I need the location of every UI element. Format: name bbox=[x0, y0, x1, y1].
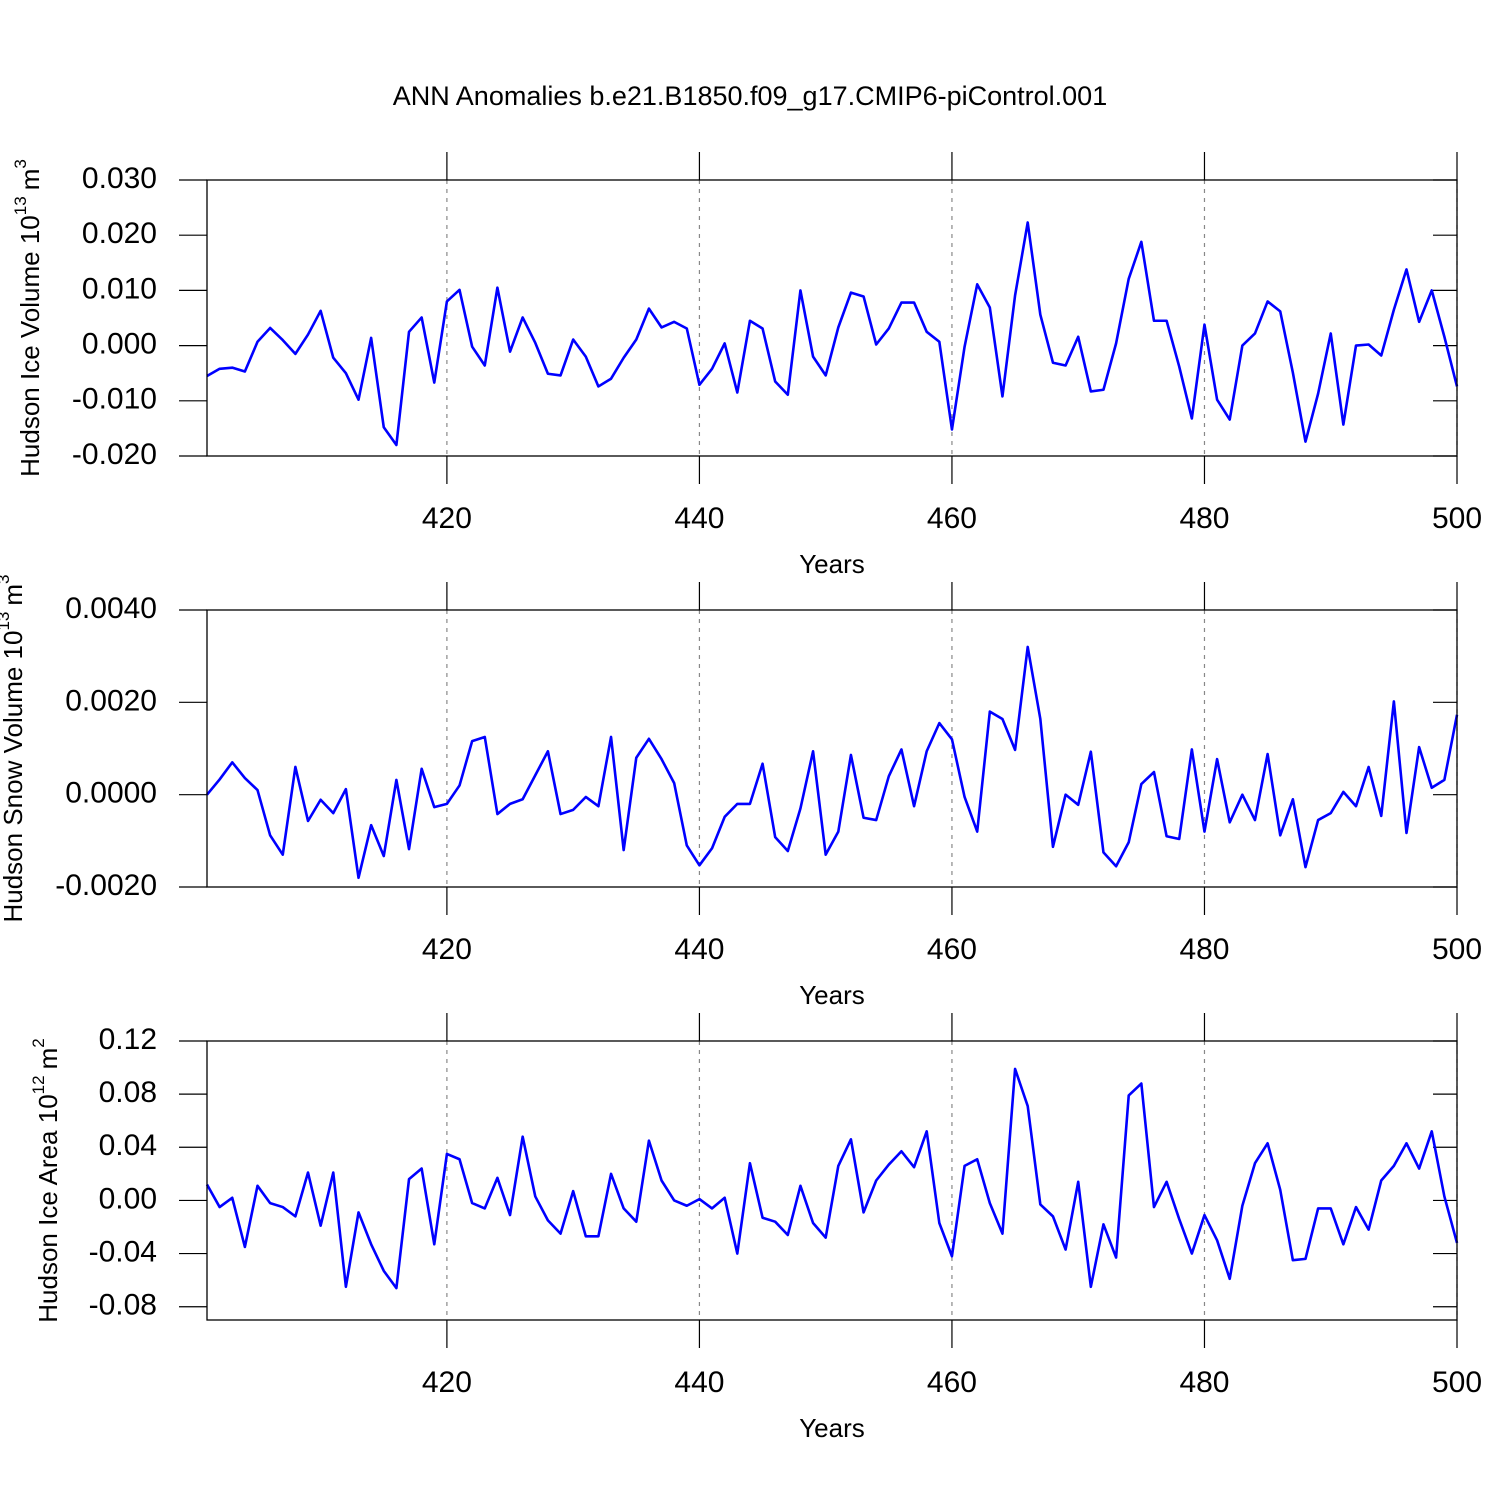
y-tick-label: 0.00 bbox=[99, 1182, 157, 1215]
y-tick-label: 0.0000 bbox=[65, 777, 157, 810]
y-tick-label: -0.020 bbox=[72, 438, 157, 471]
y-tick-label: 0.010 bbox=[82, 272, 157, 305]
x-axis-label: Years bbox=[799, 549, 865, 579]
plot-frame bbox=[206, 179, 1458, 457]
y-axis-label-exponent: 13 bbox=[0, 612, 13, 631]
x-tick-label: 480 bbox=[1179, 933, 1229, 966]
y-axis-label-part: Hudson Snow Volume 10 bbox=[0, 631, 28, 923]
y-axis-label-part: m bbox=[15, 169, 45, 191]
y-tick-label: 0.0040 bbox=[65, 592, 157, 625]
data-line bbox=[206, 221, 1459, 447]
y-axis-label-exponent: 12 bbox=[29, 1075, 48, 1094]
y-tick-label: 0.030 bbox=[82, 162, 157, 195]
x-tick-label: 480 bbox=[1179, 1366, 1229, 1399]
y-axis-label: Hudson Ice Area 1012 m2 bbox=[29, 1038, 62, 1322]
x-tick-label: 420 bbox=[422, 502, 472, 535]
y-axis-label-exponent: 3 bbox=[11, 159, 30, 168]
y-tick-label: 0.08 bbox=[99, 1076, 157, 1109]
y-tick-label: 0.04 bbox=[99, 1129, 157, 1162]
chart-title: ANN Anomalies b.e21.B1850.f09_g17.CMIP6-… bbox=[393, 81, 1107, 111]
x-tick-label: 500 bbox=[1432, 1366, 1482, 1399]
y-axis-label-part: m bbox=[0, 584, 28, 606]
x-tick-label: 440 bbox=[674, 502, 724, 535]
y-axis-label-part: Hudson Ice Volume 10 bbox=[15, 215, 45, 477]
y-tick-label: 0.12 bbox=[99, 1023, 157, 1056]
y-axis-label: Hudson Ice Volume 1013 m3 bbox=[11, 159, 44, 477]
x-tick-label: 500 bbox=[1432, 502, 1482, 535]
y-axis-label-exponent: 2 bbox=[29, 1038, 48, 1047]
x-tick-label: 460 bbox=[927, 502, 977, 535]
y-tick-label: -0.08 bbox=[89, 1289, 157, 1322]
data-line bbox=[205, 645, 1459, 880]
x-axis-label: Years bbox=[799, 1413, 865, 1443]
y-tick-label: 0.0020 bbox=[65, 684, 157, 717]
x-tick-label: 460 bbox=[927, 933, 977, 966]
y-tick-label: -0.010 bbox=[72, 383, 157, 416]
y-axis-label-part: m bbox=[33, 1048, 63, 1070]
y-axis-label-exponent: 13 bbox=[11, 196, 30, 215]
x-tick-label: 420 bbox=[422, 933, 472, 966]
y-tick-label: 0.000 bbox=[82, 328, 157, 361]
x-tick-label: 440 bbox=[674, 933, 724, 966]
y-axis-label-exponent: 3 bbox=[0, 574, 13, 583]
x-tick-label: 440 bbox=[674, 1366, 724, 1399]
data-line bbox=[205, 1067, 1459, 1290]
plot-frame bbox=[206, 609, 1458, 888]
x-tick-label: 460 bbox=[927, 1366, 977, 1399]
y-axis-label: Hudson Snow Volume 1013 m3 bbox=[0, 574, 28, 922]
y-axis-label-part: Hudson Ice Area 10 bbox=[33, 1094, 63, 1322]
y-tick-label: 0.020 bbox=[82, 217, 157, 250]
x-tick-label: 420 bbox=[422, 1366, 472, 1399]
x-tick-label: 480 bbox=[1179, 502, 1229, 535]
y-tick-label: -0.04 bbox=[89, 1235, 157, 1268]
plot-frame bbox=[206, 1040, 1458, 1321]
y-tick-label: -0.0020 bbox=[55, 869, 157, 902]
x-tick-label: 500 bbox=[1432, 933, 1482, 966]
x-axis-label: Years bbox=[799, 980, 865, 1010]
